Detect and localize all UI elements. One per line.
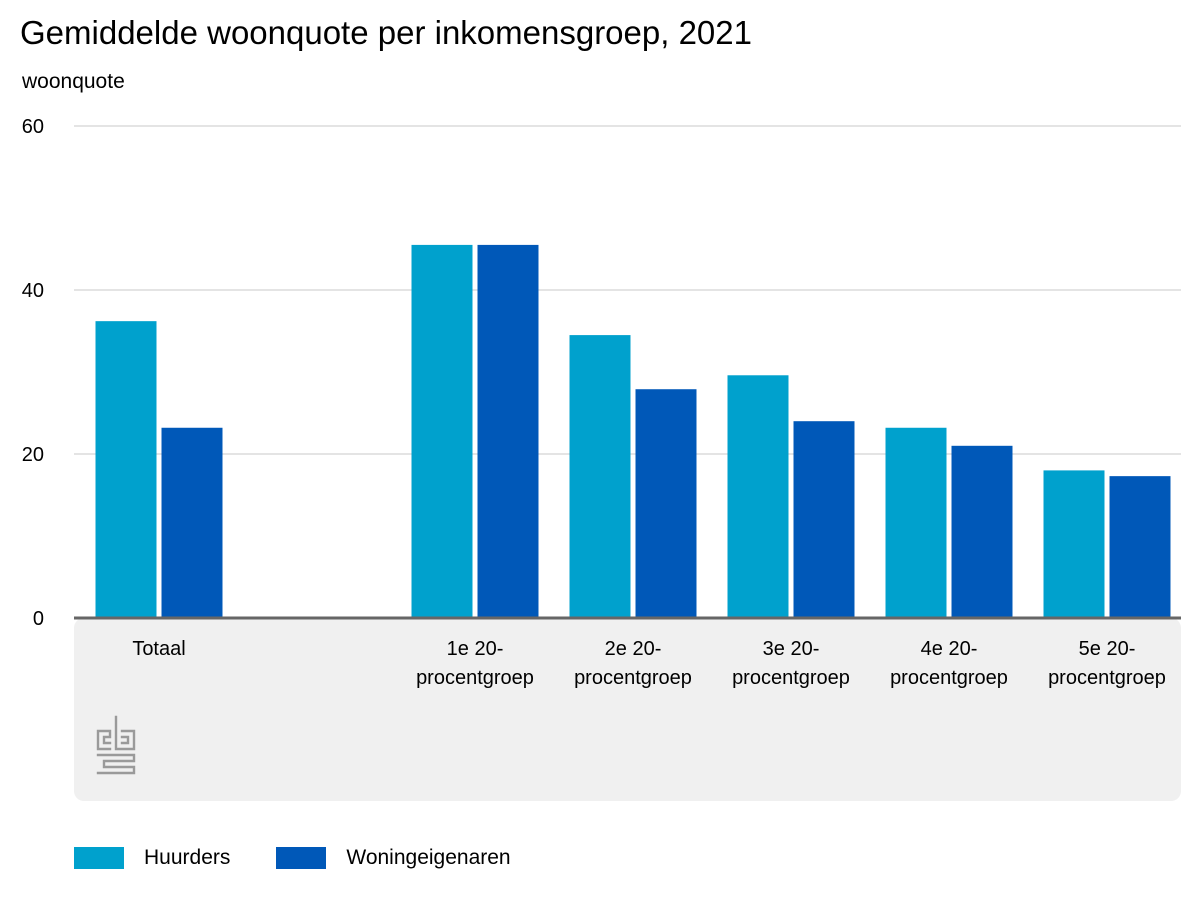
- y-tick-label-60: 60: [22, 116, 44, 138]
- legend-swatch-woningeigenaren: [276, 847, 327, 869]
- bar-huurders-3: [569, 335, 631, 618]
- bar-huurders-6: [1043, 470, 1105, 618]
- category-label-2: 1e 20-procentgroep: [416, 638, 534, 689]
- bar-woningeigenaren-4: [793, 421, 855, 618]
- legend-item-woningeigenaren: Woningeigenaren: [276, 846, 511, 870]
- y-tick-label-20: 20: [22, 444, 44, 466]
- category-label-3: 2e 20-procentgroep: [574, 638, 692, 689]
- bar-huurders-0: [95, 321, 157, 618]
- category-label-0: Totaal: [132, 638, 185, 660]
- category-label-5: 4e 20-procentgroep: [890, 638, 1008, 689]
- category-label-4: 3e 20-procentgroep: [732, 638, 850, 689]
- category-axis-panel: [74, 618, 1181, 801]
- bar-woningeigenaren-5: [951, 445, 1013, 618]
- bar-woningeigenaren-0: [161, 427, 223, 618]
- bar-woningeigenaren-3: [635, 389, 697, 618]
- category-labels: Totaal 1e 20-procentgroep 2e 20-procentgro…: [132, 638, 1166, 689]
- legend-swatch-huurders: [74, 847, 124, 869]
- legend-label-huurders: Huurders: [144, 846, 231, 869]
- category-label-6: 5e 20-procentgroep: [1048, 638, 1166, 689]
- y-axis-title: woonquote: [22, 70, 125, 93]
- legend-item-huurders: Huurders: [74, 846, 230, 870]
- bar-huurders-4: [727, 375, 789, 618]
- legend-label-woningeigenaren: Woningeigenaren: [346, 846, 511, 869]
- y-tick-labels: 0 20 40 60: [22, 116, 44, 630]
- legend: Huurders Woningeigenaren: [74, 846, 557, 870]
- bar-huurders-2: [411, 244, 473, 618]
- y-tick-label-40: 40: [22, 280, 44, 302]
- y-tick-label-0: 0: [33, 608, 44, 630]
- bar-woningeigenaren-6: [1109, 476, 1171, 618]
- bar-woningeigenaren-2: [477, 244, 539, 618]
- cbs-logo: [96, 715, 136, 775]
- bars: [95, 244, 1171, 618]
- bar-huurders-5: [885, 427, 947, 618]
- chart-title: Gemiddelde woonquote per inkomensgroep, …: [20, 14, 752, 51]
